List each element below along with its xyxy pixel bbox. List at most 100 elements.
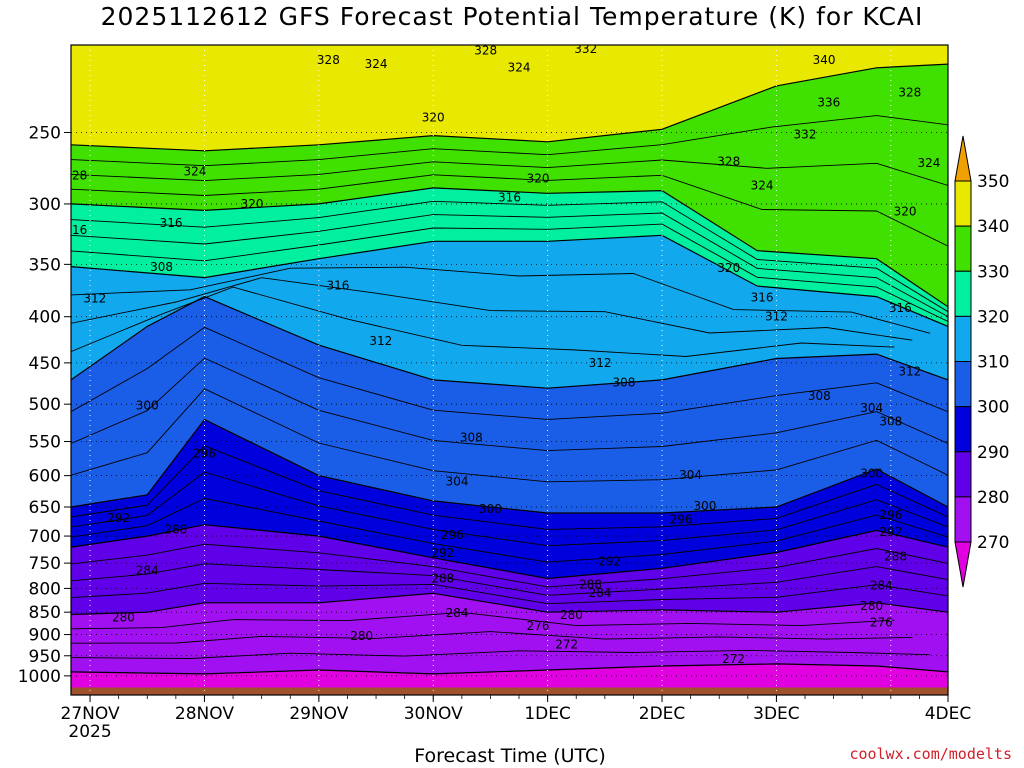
isentrope-minor bbox=[71, 388, 948, 483]
contour-label: 296 bbox=[670, 513, 693, 527]
isentrope-minor bbox=[71, 266, 931, 334]
chart-title: 2025112612 GFS Forecast Potential Temper… bbox=[100, 2, 924, 31]
colorbar-label: 350 bbox=[977, 172, 1009, 192]
contour-label: 304 bbox=[446, 474, 469, 488]
contour-label: 292 bbox=[431, 546, 454, 560]
contour-label: 304 bbox=[679, 468, 702, 482]
colorbar-extend-top bbox=[954, 135, 972, 182]
contour-label: 280 bbox=[350, 629, 373, 643]
contour-label: 280 bbox=[112, 610, 135, 624]
x-year-label: 2025 bbox=[68, 722, 111, 742]
contour-label: 312 bbox=[765, 310, 788, 324]
contour-label: 312 bbox=[83, 292, 106, 306]
contour-labels: 328 324 320 328 324 328 324 332 340 336 332 328 328 3… bbox=[64, 44, 940, 666]
isentrope-310 bbox=[71, 295, 948, 389]
contour-label: 288 bbox=[579, 577, 602, 591]
y-tick-label: 950 bbox=[29, 647, 61, 667]
x-tick-label: 28NOV bbox=[175, 704, 234, 724]
isentrope-minor bbox=[71, 357, 948, 452]
contour-label: 324 bbox=[365, 57, 388, 71]
colorbar-extend-bottom bbox=[954, 541, 972, 588]
contour-label: 272 bbox=[722, 652, 745, 666]
contour-label: 340 bbox=[813, 53, 836, 67]
isentrope-minor bbox=[71, 445, 948, 530]
colorbar: 350 340 330 320 310 300 290 280 270 bbox=[954, 135, 1009, 588]
x-tick-label: 3DEC bbox=[753, 704, 800, 724]
isentrope-minor bbox=[71, 326, 948, 420]
contour-label: 280 bbox=[860, 599, 883, 613]
contour-label: 308 bbox=[808, 389, 831, 403]
contour-label: 308 bbox=[879, 415, 902, 429]
contour-label: 316 bbox=[751, 291, 774, 305]
isentrope-minor bbox=[71, 563, 948, 596]
ground-strip bbox=[71, 687, 948, 695]
contour-label: 320 bbox=[241, 197, 264, 211]
isentrope-minor bbox=[71, 471, 948, 547]
isentrope-minor bbox=[71, 212, 948, 317]
contour-label: 280 bbox=[560, 608, 583, 622]
isentrope-290 bbox=[71, 524, 948, 580]
isentrope-280 bbox=[71, 592, 948, 616]
y-tick-label: 500 bbox=[29, 395, 61, 415]
y-tick-label: 650 bbox=[29, 498, 61, 518]
contour-label: 324 bbox=[751, 178, 774, 192]
colorbar-label: 340 bbox=[977, 217, 1009, 237]
contour-label: 296 bbox=[879, 508, 902, 522]
contour-label: 304 bbox=[860, 401, 883, 415]
isentrope-minor bbox=[71, 115, 948, 167]
y-tick-label: 850 bbox=[29, 603, 61, 623]
contour-label: 320 bbox=[894, 205, 917, 219]
plot-border bbox=[70, 44, 949, 696]
contour-label: 328 bbox=[474, 44, 497, 58]
contour-label: 320 bbox=[717, 261, 740, 275]
colorbar-label: 270 bbox=[977, 533, 1009, 553]
contour-label: 296 bbox=[441, 528, 464, 542]
x-axis-label: Forecast Time (UTC) bbox=[414, 745, 606, 767]
colorbar-segment bbox=[954, 361, 972, 408]
plot-frame bbox=[70, 44, 949, 696]
isentrope-340 bbox=[71, 63, 948, 152]
y-tick-label: 250 bbox=[29, 123, 61, 143]
contour-label: 328 bbox=[717, 155, 740, 169]
contour-label: 288 bbox=[431, 571, 454, 585]
contour-label: 316 bbox=[326, 278, 349, 292]
y-tick-label: 1000 bbox=[18, 667, 61, 687]
colorbar-segment bbox=[954, 451, 972, 498]
colorbar-segment bbox=[954, 315, 972, 362]
colorbar-label: 300 bbox=[977, 398, 1009, 418]
contour-label: 292 bbox=[598, 555, 621, 569]
contour-label: 316 bbox=[889, 301, 912, 315]
contour-label: 284 bbox=[446, 606, 469, 620]
colorbar-label: 320 bbox=[977, 307, 1009, 327]
contour-label: 336 bbox=[817, 96, 840, 110]
colorbar-segment bbox=[954, 270, 972, 317]
contour-label: 328 bbox=[317, 53, 340, 67]
y-tick-label: 550 bbox=[29, 433, 61, 453]
y-tick-label: 900 bbox=[29, 626, 61, 646]
contour-label: 312 bbox=[369, 334, 392, 348]
x-tick-label: 29NOV bbox=[289, 704, 348, 724]
credit-link[interactable]: coolwx.com/modelts bbox=[849, 745, 1012, 763]
contour-label: 272 bbox=[555, 638, 578, 652]
contour-label: 308 bbox=[460, 431, 483, 445]
x-axis: 27NOV 28NOV 29NOV 30NOV 1DEC 2DEC 3DEC 4DEC 2025 bbox=[61, 695, 971, 742]
y-tick-label: 700 bbox=[29, 527, 61, 547]
contour-label: 328 bbox=[898, 85, 921, 99]
contour-label: 276 bbox=[527, 619, 550, 633]
isentrope-minor bbox=[71, 649, 931, 659]
isentrope-300 bbox=[71, 418, 948, 514]
contour-label: 312 bbox=[898, 365, 921, 379]
x-tick-label: 30NOV bbox=[404, 704, 463, 724]
x-tick-label: 1DEC bbox=[524, 704, 571, 724]
isentrope-minor bbox=[71, 543, 948, 588]
isentrope-minor bbox=[71, 223, 948, 322]
colorbar-segment bbox=[954, 180, 972, 227]
contour-label: 328 bbox=[64, 169, 87, 183]
contour-label: 296 bbox=[193, 447, 216, 461]
y-tick-label: 800 bbox=[29, 579, 61, 599]
contour-label: 316 bbox=[498, 190, 521, 204]
x-tick-label: 27NOV bbox=[61, 704, 120, 724]
contour-label: 324 bbox=[508, 61, 531, 75]
theta-band-270 bbox=[71, 663, 948, 695]
contour-label: 300 bbox=[860, 467, 883, 481]
